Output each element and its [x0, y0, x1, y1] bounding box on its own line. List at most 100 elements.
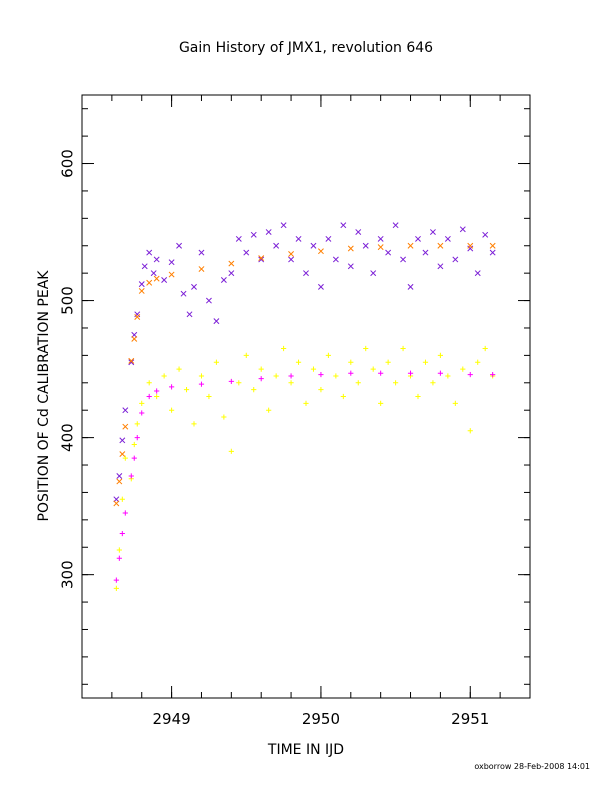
data-point — [317, 248, 324, 255]
footer-credit: oxborrow 28-Feb-2008 14:01 — [474, 762, 590, 771]
plot-frame — [81, 94, 531, 699]
x-tick-label: 2951 — [451, 710, 489, 728]
data-point — [370, 270, 377, 277]
data-point — [467, 428, 473, 434]
data-point — [303, 400, 309, 406]
tick-labels: 2949 2950 2951 300 400 500 600 — [59, 149, 490, 728]
data-point — [333, 373, 339, 379]
data-point — [415, 235, 421, 242]
data-point — [460, 366, 466, 372]
data-point — [243, 352, 249, 358]
x-tick-label: 2950 — [302, 710, 340, 728]
data-point — [378, 400, 384, 406]
data-point — [288, 256, 295, 263]
data-point — [161, 277, 168, 283]
data-point — [154, 388, 160, 394]
data-point — [134, 421, 140, 427]
data-point — [318, 387, 324, 393]
data-point — [474, 270, 481, 277]
y-tick-label: 600 — [59, 149, 77, 178]
data-point — [116, 555, 122, 561]
data-point — [377, 244, 384, 251]
data-point — [317, 283, 324, 290]
data-point — [198, 249, 205, 256]
data-point — [150, 270, 157, 277]
data-point — [273, 242, 280, 249]
series-1 — [113, 242, 496, 507]
y-axis-label: POSITION OF Cd CALIBRATION PEAK — [36, 270, 52, 522]
data-point — [168, 271, 175, 278]
data-point — [131, 455, 137, 461]
data-point — [467, 371, 473, 378]
data-point — [131, 441, 137, 448]
data-point — [459, 226, 466, 233]
data-point — [482, 345, 488, 352]
data-point — [489, 249, 496, 256]
data-point — [146, 393, 152, 400]
data-point — [153, 275, 160, 282]
data-point — [220, 277, 227, 283]
data-point — [467, 245, 474, 252]
data-point — [131, 335, 138, 342]
data-point — [113, 577, 119, 583]
data-point — [138, 288, 145, 294]
data-point — [310, 242, 317, 249]
data-point — [348, 359, 354, 365]
data-point — [134, 311, 141, 318]
data-point — [146, 380, 152, 386]
data-point — [138, 281, 145, 288]
data-point — [258, 256, 265, 263]
data-point — [437, 352, 443, 358]
data-point — [113, 500, 120, 507]
data-point — [206, 393, 212, 400]
data-point — [146, 249, 153, 256]
data-point — [258, 366, 264, 372]
data-point — [400, 256, 407, 263]
data-point — [325, 352, 331, 358]
data-point — [393, 380, 399, 386]
data-point — [340, 393, 346, 400]
data-point — [332, 256, 339, 263]
data-point — [430, 380, 436, 386]
data-point — [168, 259, 175, 266]
data-point — [362, 242, 369, 249]
series-2 — [113, 345, 496, 591]
y-tick-label: 500 — [59, 286, 77, 315]
data-point — [429, 229, 436, 235]
data-point — [452, 400, 458, 406]
series-layer — [113, 222, 496, 591]
data-point — [250, 231, 257, 238]
data-point — [154, 393, 160, 400]
data-point — [235, 235, 242, 242]
data-point — [228, 378, 234, 385]
data-point — [489, 242, 496, 249]
data-point — [228, 270, 235, 277]
data-point — [437, 370, 443, 376]
data-point — [191, 421, 197, 427]
data-point — [119, 496, 125, 502]
data-point — [407, 370, 414, 376]
data-point — [318, 371, 324, 378]
data-point — [437, 263, 444, 270]
data-point — [122, 510, 128, 516]
data-point — [139, 400, 145, 406]
y-tick-label: 400 — [59, 423, 77, 452]
series-0 — [113, 222, 496, 503]
data-point — [119, 530, 125, 537]
data-point — [490, 371, 496, 378]
data-point — [236, 380, 242, 386]
data-point — [310, 366, 317, 372]
data-point — [340, 222, 347, 229]
data-point — [445, 373, 451, 379]
data-point — [186, 311, 193, 318]
data-point — [198, 381, 205, 387]
data-point — [122, 407, 129, 414]
series-3 — [113, 370, 496, 583]
data-point — [128, 473, 134, 479]
data-point — [444, 235, 451, 242]
data-point — [400, 345, 406, 352]
data-point — [119, 451, 126, 458]
data-point — [467, 242, 474, 249]
data-point — [377, 235, 384, 242]
data-point — [422, 359, 429, 365]
